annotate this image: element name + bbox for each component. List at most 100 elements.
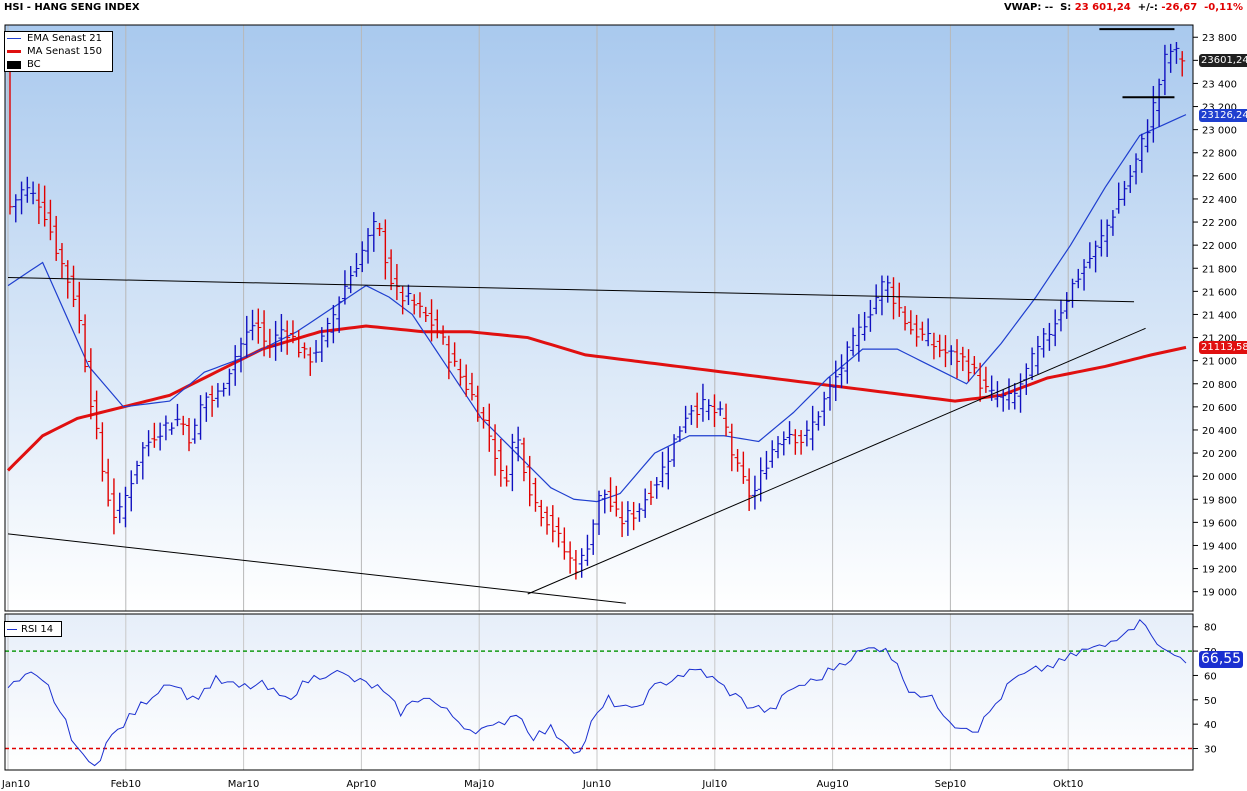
price-bar <box>151 422 158 448</box>
price-bar <box>289 320 296 344</box>
price-bars <box>7 42 1186 580</box>
rsi-value-tag: 66,55 <box>1199 650 1244 668</box>
price-bar <box>948 345 955 366</box>
price-bar <box>1081 259 1088 291</box>
price-bar <box>659 451 666 488</box>
price-bar <box>902 306 909 331</box>
price-bar <box>647 480 654 505</box>
bc-swatch <box>7 60 21 69</box>
ma-value-tag: 21113,58 <box>1199 341 1247 355</box>
price-bar <box>959 346 966 372</box>
ma-swatch <box>7 50 21 53</box>
price-bar <box>249 309 256 341</box>
price-bar <box>1000 389 1007 412</box>
price-bar <box>919 321 926 341</box>
price-bar <box>850 327 857 356</box>
y-tick-label: 20 800 <box>1202 380 1237 391</box>
price-bar <box>751 475 758 510</box>
price-bar <box>284 320 291 355</box>
y-tick-label: 23 200 <box>1202 103 1237 114</box>
price-bar <box>717 401 724 416</box>
price-bar <box>1029 347 1036 381</box>
legend-ma: MA Senast 150 <box>5 45 112 58</box>
rsi-line <box>7 618 1187 767</box>
price-bar <box>1161 44 1168 96</box>
price-bar <box>463 364 470 397</box>
price-bar <box>70 265 77 308</box>
x-tick-label: Jun10 <box>582 779 611 790</box>
price-bar <box>884 275 891 303</box>
price-bar <box>515 426 522 462</box>
y-tick-label: 22 600 <box>1202 172 1237 183</box>
price-bar <box>624 501 631 536</box>
price-bar <box>665 447 672 490</box>
price-bar <box>1115 182 1122 214</box>
legend-bc: BC <box>5 58 112 71</box>
price-bar <box>376 222 383 237</box>
price-bar <box>353 253 360 277</box>
price-bar <box>798 430 805 455</box>
price-bar <box>220 382 227 397</box>
price-bar <box>191 418 198 444</box>
price-bar <box>567 541 574 574</box>
price-bar <box>313 340 320 363</box>
x-tick-label: Maj10 <box>464 779 494 790</box>
price-bar <box>746 468 753 511</box>
price-bar <box>503 465 510 487</box>
price-bar <box>18 181 25 215</box>
price-bar <box>405 284 412 306</box>
price-bar <box>1075 268 1082 289</box>
price-bar <box>237 337 244 373</box>
trend-line <box>527 327 1146 595</box>
price-bar <box>775 436 782 459</box>
change-pct: -0,11% <box>1204 2 1243 13</box>
price-bar <box>145 430 152 457</box>
y-tick-label: 23 800 <box>1202 33 1237 44</box>
price-bar <box>1109 210 1116 236</box>
price-bar <box>821 391 828 426</box>
price-bar <box>532 477 539 512</box>
price-bar <box>982 366 989 393</box>
price-bar <box>584 534 591 566</box>
price-bar <box>492 424 499 476</box>
price-bar <box>913 314 920 347</box>
y-tick-label: 22 800 <box>1202 149 1237 160</box>
price-bar <box>105 458 112 507</box>
price-bar <box>370 212 377 252</box>
price-bar <box>596 490 602 535</box>
y-tick-label: 20 200 <box>1202 449 1237 460</box>
price-bar <box>232 345 239 386</box>
price-bar <box>1011 383 1018 410</box>
price-bar <box>382 219 389 280</box>
y-tick-label: 21 000 <box>1202 357 1237 368</box>
price-bar <box>1121 180 1128 206</box>
x-tick-label: Apr10 <box>346 779 376 790</box>
price-bar <box>474 385 481 422</box>
price-bar <box>520 437 527 482</box>
price-bar <box>705 399 712 421</box>
price-bar <box>838 354 845 389</box>
price-bar <box>688 405 695 425</box>
price-bar <box>613 485 620 517</box>
rsi-y-tick-label: 80 <box>1204 623 1217 634</box>
price-bar <box>174 403 181 427</box>
price-bar <box>122 486 129 528</box>
price-bar <box>607 477 614 512</box>
price-bar <box>99 422 106 482</box>
y-tick-label: 21 800 <box>1202 264 1237 275</box>
price-bar <box>1063 292 1070 319</box>
price-bar <box>878 275 885 316</box>
price-bar <box>1057 299 1064 332</box>
price-bar <box>445 335 452 380</box>
price-bar <box>1150 85 1157 143</box>
rsi-y-tick-label: 30 <box>1204 745 1217 756</box>
price-bar <box>890 277 897 320</box>
price-bar <box>1046 322 1053 351</box>
y-tick-label: 20 400 <box>1202 426 1237 437</box>
price-bar <box>301 342 308 359</box>
y-tick-label: 20 600 <box>1202 403 1237 414</box>
price-bar <box>422 306 429 322</box>
price-bar <box>763 450 770 480</box>
price-bar <box>30 181 37 205</box>
x-tick-label: Jan10 <box>1 779 30 790</box>
